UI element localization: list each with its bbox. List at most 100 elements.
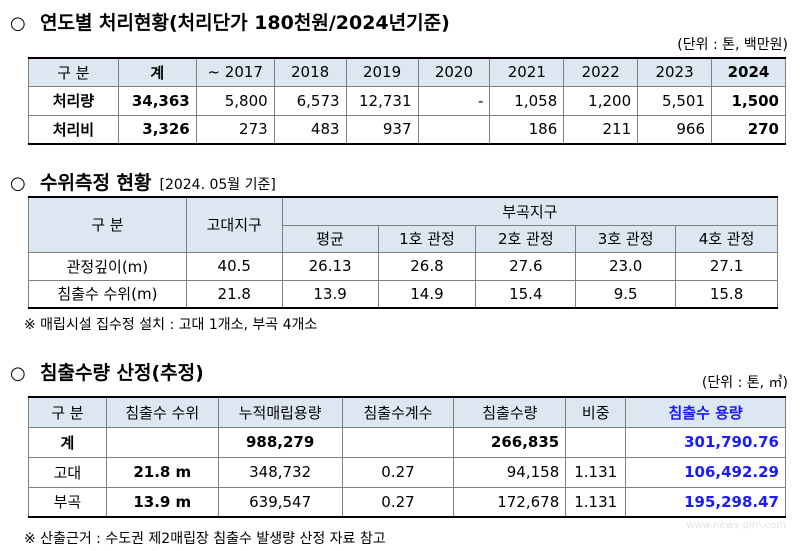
header-cell: 2020: [417, 57, 491, 87]
header-cell: 2022: [563, 57, 639, 87]
table-cell: 27.6: [475, 251, 577, 281]
header-cell: 구 분: [28, 57, 119, 87]
header-cell: ~ 2017: [195, 57, 275, 87]
table-cell: 1.131: [565, 486, 627, 518]
table-cell: 172,678: [453, 486, 567, 518]
table-cell: 483: [273, 114, 347, 145]
table-cell: 26.13: [281, 251, 379, 281]
table-cell: 3,326: [117, 114, 197, 145]
table-cell: 966: [637, 114, 712, 145]
header-cell: 2019: [345, 57, 419, 87]
header-cell: 2024: [711, 57, 786, 87]
table-cell: 13.9 m: [105, 486, 219, 518]
header-cell: 2호 관정: [475, 224, 577, 253]
header-cell: 누적매립용량: [217, 396, 343, 428]
table-cell: 23.0: [575, 251, 677, 281]
table-cell: 348,732: [217, 456, 343, 488]
table-cell: 21.8: [185, 279, 283, 309]
row-label: 침출수 수위(m): [28, 279, 187, 309]
table-cell: 15.4: [475, 279, 577, 309]
table-row: 관정깊이(m) 40.5 26.13 26.8 27.6 23.0 27.1: [28, 251, 778, 281]
table-cell: 211: [563, 114, 639, 145]
table-cell: 5,800: [195, 85, 275, 116]
table-cell: 94,158: [453, 456, 567, 488]
header-cell: 침출수량: [453, 396, 567, 428]
watermark: www.news-pim.com: [686, 520, 786, 531]
row-label: 처리량: [28, 85, 119, 116]
table-cell: 186: [489, 114, 565, 145]
header-cell: 2021: [489, 57, 565, 87]
row-label: 계: [28, 426, 107, 458]
table-cell: 15.8: [675, 279, 778, 309]
section-3-note: ※ 산출근거 : 수도권 제2매립장 침출수 발생량 산정 자료 참고: [24, 531, 386, 547]
table-cell: 27.1: [675, 251, 778, 281]
header-cell: 1호 관정: [377, 224, 477, 253]
table-header-row: 평균 1호 관정 2호 관정 3호 관정 4호 관정: [29, 224, 778, 253]
table-cell: [105, 426, 219, 458]
header-cell: 평균: [281, 224, 379, 253]
header-cell: 4호 관정: [675, 224, 778, 253]
table-cell: 195,298.47: [625, 486, 786, 518]
header-cell: 고대지구: [185, 196, 283, 253]
table-row: 처리비 3,326 273 483 937 186 211 966 270: [28, 114, 786, 145]
section-1-unit: (단위 : 톤, 백만원): [677, 37, 788, 53]
header-cell: 부곡지구: [281, 196, 779, 226]
header-cell: 2023: [637, 57, 712, 87]
header-cell: 구 분: [28, 396, 107, 428]
table-cell: 1.131: [565, 456, 627, 488]
table-cell: 1,200: [563, 85, 639, 116]
header-cell: 구 분: [28, 196, 187, 253]
table-cell: 5,501: [637, 85, 712, 116]
table-cell: -: [417, 85, 491, 116]
table-cell: 13.9: [281, 279, 379, 309]
table-row: 고대 21.8 m 348,732 0.27 94,158 1.131 106,…: [28, 456, 786, 488]
row-label: 부곡: [28, 486, 107, 518]
table-cell: 14.9: [377, 279, 477, 309]
water-level-table: 구 분 고대지구 부곡지구 평균 1호 관정 2호 관정 3호 관정 4호 관정…: [28, 196, 779, 309]
header-cell: 침출수 수위: [105, 396, 219, 428]
table-header-row: 구 분 계 ~ 2017 2018 2019 2020 2021 2022 20…: [28, 57, 786, 87]
leachate-estimate-table: 구 분 침출수 수위 누적매립용량 침출수계수 침출수량 비중 침출수 용량 계…: [28, 396, 786, 518]
table-cell: 270: [711, 114, 786, 145]
table-cell: 639,547: [217, 486, 343, 518]
section-3-title: ○ 침출수량 산정(추정): [10, 358, 204, 385]
table-cell: 40.5: [185, 251, 283, 281]
yearly-processing-table: 구 분 계 ~ 2017 2018 2019 2020 2021 2022 20…: [28, 57, 786, 145]
table-header-row: 구 분 고대지구 부곡지구: [28, 196, 779, 253]
section-2-note: ※ 매립시설 집수정 설치 : 고대 1개소, 부곡 4개소: [24, 317, 318, 333]
table-cell: 301,790.76: [625, 426, 786, 458]
section-2-title: ○ 수위측정 현황 [2024. 05월 기준]: [10, 168, 276, 195]
table-row: 처리량 34,363 5,800 6,573 12,731 - 1,058 1,…: [28, 85, 786, 116]
table-row: 침출수 수위(m) 21.8 13.9 14.9 15.4 9.5 15.8: [28, 279, 778, 309]
table-cell: 0.27: [341, 456, 455, 488]
table-cell: 21.8 m: [105, 456, 219, 488]
table-cell: 1,058: [489, 85, 565, 116]
table-cell: 1,500: [711, 85, 786, 116]
section-1-title-text: 연도별 처리현황(처리단가 180천원/2024년기준): [40, 12, 450, 34]
table-header-row: 구 분 침출수 수위 누적매립용량 침출수계수 침출수량 비중 침출수 용량: [28, 396, 786, 428]
section-3-unit: (단위 : 톤, ㎥): [701, 375, 788, 391]
header-cell: 침출수 용량: [625, 396, 786, 428]
table-cell: [417, 114, 491, 145]
table-cell: 988,279: [217, 426, 343, 458]
section-3-title-text: 침출수량 산정(추정): [40, 362, 204, 384]
table-cell: 273: [195, 114, 275, 145]
circle-bullet-icon: ○: [10, 363, 26, 384]
header-cell: 2018: [273, 57, 347, 87]
table-cell: 34,363: [117, 85, 197, 116]
header-cell: 침출수계수: [341, 396, 455, 428]
table-cell: 106,492.29: [625, 456, 786, 488]
circle-bullet-icon: ○: [10, 173, 26, 194]
section-2-subtitle: [2024. 05월 기준]: [159, 177, 276, 193]
table-cell: 937: [345, 114, 419, 145]
table-cell: 6,573: [273, 85, 347, 116]
table-cell: 9.5: [575, 279, 677, 309]
header-cell: 계: [117, 57, 197, 87]
table-cell: 12,731: [345, 85, 419, 116]
section-2-title-text: 수위측정 현황: [40, 172, 152, 194]
table-cell: 266,835: [453, 426, 567, 458]
table-cell: [341, 426, 455, 458]
row-label: 관정깊이(m): [28, 251, 187, 281]
table-cell: [565, 426, 627, 458]
row-label: 고대: [28, 456, 107, 488]
